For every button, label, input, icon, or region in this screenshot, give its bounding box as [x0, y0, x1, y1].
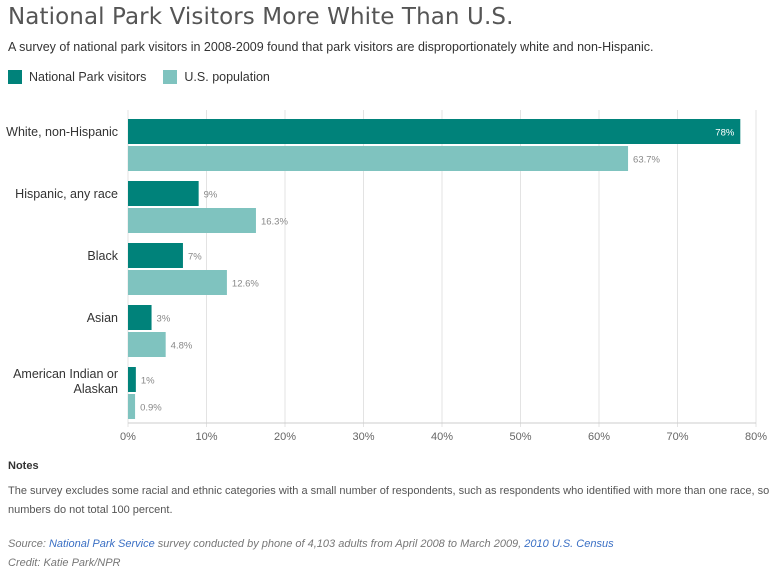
source-middle: survey conducted by phone of 4,103 adult… [154, 538, 525, 550]
data-label: 63.7% [633, 155, 660, 166]
legend: National Park visitors U.S. population [8, 70, 287, 84]
legend-swatch-park-visitors [8, 70, 22, 84]
x-tick-label: 40% [431, 431, 453, 443]
chart-title: National Park Visitors More White Than U… [8, 4, 514, 30]
category-label: White, non-Hispanic [6, 125, 118, 139]
bar [128, 332, 166, 357]
category-label: Hispanic, any race [15, 187, 118, 201]
category-label: American Indian or Alaskan [13, 367, 118, 396]
data-label: 78% [715, 128, 735, 139]
legend-label-us-population: U.S. population [184, 70, 270, 84]
source-line: Source: National Park Service survey con… [8, 538, 614, 550]
x-tick-label: 0% [120, 431, 136, 443]
bar [128, 119, 741, 144]
legend-item-park-visitors: National Park visitors [8, 70, 146, 84]
x-tick-label: 50% [509, 431, 531, 443]
x-tick-label: 70% [666, 431, 688, 443]
notes-text: The survey excludes some racial and ethn… [8, 485, 770, 516]
bar [128, 367, 136, 392]
data-label: 3% [157, 314, 171, 325]
legend-label-park-visitors: National Park visitors [29, 70, 147, 84]
category-label: Asian [87, 311, 118, 325]
chart-subtitle: A survey of national park visitors in 20… [8, 40, 654, 54]
source-prefix: Source: [8, 538, 49, 550]
legend-item-us-population: U.S. population [163, 70, 270, 84]
source-link-nps[interactable]: National Park Service [48, 538, 155, 550]
credit-line: Credit: Katie Park/NPR [8, 557, 121, 569]
legend-swatch-us-population [163, 70, 178, 84]
notes-heading: Notes [8, 460, 39, 472]
data-label: 1% [141, 376, 155, 387]
bar [128, 208, 256, 233]
data-label: 4.8% [171, 341, 193, 352]
bar [128, 270, 227, 295]
bar-chart: 0% 10% 20% 30% 40% 50% 60% 70% 80% White, non-His… [6, 110, 767, 443]
data-label: 9% [204, 190, 218, 201]
x-tick-label: 30% [352, 431, 374, 443]
bar [128, 146, 629, 171]
x-tick-label: 60% [588, 431, 610, 443]
data-label: 12.6% [232, 279, 259, 290]
x-tick-label: 20% [274, 431, 296, 443]
data-label: 16.3% [261, 217, 288, 228]
bar [128, 394, 136, 419]
data-label: 0.9% [140, 403, 162, 414]
x-tick-label: 80% [745, 431, 767, 443]
source-link-census[interactable]: 2010 U.S. Census [524, 538, 614, 550]
category-label: Black [87, 249, 118, 263]
bar [128, 305, 152, 330]
bar [128, 181, 199, 206]
x-tick-label: 10% [195, 431, 217, 443]
data-label: 7% [188, 252, 202, 263]
bar [128, 243, 183, 268]
